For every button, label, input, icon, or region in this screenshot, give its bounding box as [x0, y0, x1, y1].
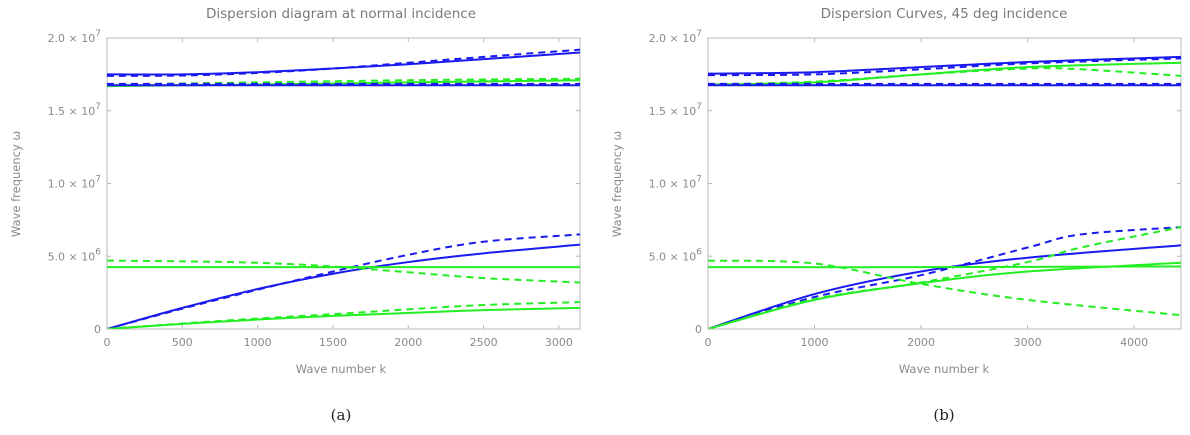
series-line-blue-solid — [107, 51, 580, 76]
plot-frame — [707, 37, 1182, 330]
plot-area — [708, 55, 1181, 329]
y-tick-label: 5.0 × 106 — [48, 247, 102, 263]
y-tick-label: 2.0 × 107 — [48, 29, 101, 45]
x-tick-label: 1000 — [801, 336, 829, 349]
y-tick-label: 1.5 × 107 — [48, 102, 101, 118]
chart-title: Dispersion Curves, 45 deg incidence — [821, 6, 1068, 22]
series-line-blue-dashed — [708, 57, 1181, 77]
y-tick-label: 0 — [94, 323, 101, 336]
y-tick-label: 0 — [695, 323, 702, 336]
y-ticks: 0 5.0 × 106 1.0 × 107 1.5 × 107 2.0 × 107 — [649, 29, 1181, 336]
x-tick-label: 1000 — [244, 336, 272, 349]
x-tick-label: 2000 — [907, 336, 935, 349]
series-line-blue-dashed — [107, 233, 580, 329]
x-tick-label: 0 — [705, 336, 712, 349]
y-axis-label: Wave frequency ω — [9, 131, 23, 237]
series-line-green-dashed — [708, 226, 1181, 329]
x-tick-label: 500 — [172, 336, 193, 349]
y-tick-label: 1.5 × 107 — [649, 102, 702, 118]
y-tick-label: 5.0 × 106 — [649, 247, 703, 263]
x-tick-label: 1500 — [319, 336, 347, 349]
x-ticks: 0 1000 2000 3000 4000 — [705, 38, 1148, 349]
x-tick-label: 3000 — [1014, 336, 1042, 349]
x-axis-label: Wave number k — [296, 362, 387, 376]
y-tick-label: 2.0 × 107 — [649, 29, 702, 45]
plot-area — [107, 48, 580, 329]
y-tick-label: 1.0 × 107 — [48, 175, 101, 191]
series-line-green-dashed — [107, 77, 580, 86]
y-axis-label: Wave frequency ω — [610, 131, 624, 237]
x-tick-label: 2000 — [394, 336, 422, 349]
x-axis-label: Wave number k — [899, 362, 990, 376]
x-tick-label: 2500 — [470, 336, 498, 349]
series-line-green-dashed — [107, 301, 580, 329]
series-line-green-solid — [107, 306, 580, 329]
x-tick-label: 3000 — [545, 336, 573, 349]
caption-b: (b) — [933, 406, 954, 424]
x-tick-label: 0 — [104, 336, 111, 349]
chart-panel-a: Dispersion diagram at normal incidence 0… — [9, 6, 581, 424]
series-line-blue-solid — [708, 244, 1181, 329]
y-tick-label: 1.0 × 107 — [649, 175, 702, 191]
series-line-blue-solid — [708, 55, 1181, 75]
caption-a: (a) — [331, 406, 352, 424]
series-line-green-dashed — [107, 259, 580, 284]
series-layer — [107, 48, 580, 329]
y-ticks: 0 5.0 × 106 1.0 × 107 1.5 × 107 2.0 × 107 — [48, 29, 580, 336]
chart-panel-b: Dispersion Curves, 45 deg incidence 0 100… — [610, 6, 1182, 424]
chart-title: Dispersion diagram at normal incidence — [206, 6, 476, 22]
series-line-green-solid — [708, 261, 1181, 329]
series-layer — [708, 55, 1181, 329]
series-line-green-dashed — [708, 259, 1181, 317]
series-line-blue-dashed — [107, 48, 580, 77]
x-ticks: 0 500 1000 1500 2000 2500 3000 — [104, 38, 573, 349]
series-line-blue-dashed — [708, 226, 1181, 329]
series-line-green-dashed — [708, 67, 1181, 86]
x-tick-label: 4000 — [1120, 336, 1148, 349]
